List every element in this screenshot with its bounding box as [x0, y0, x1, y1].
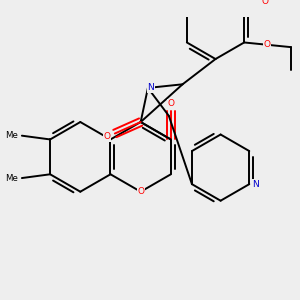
- Text: N: N: [253, 180, 259, 189]
- Text: N: N: [147, 83, 154, 92]
- Text: O: O: [103, 133, 111, 142]
- Text: Me: Me: [5, 174, 18, 183]
- Text: O: O: [262, 0, 269, 6]
- Text: O: O: [137, 187, 144, 196]
- Text: O: O: [167, 99, 174, 108]
- Text: Me: Me: [5, 131, 18, 140]
- Text: O: O: [263, 40, 270, 49]
